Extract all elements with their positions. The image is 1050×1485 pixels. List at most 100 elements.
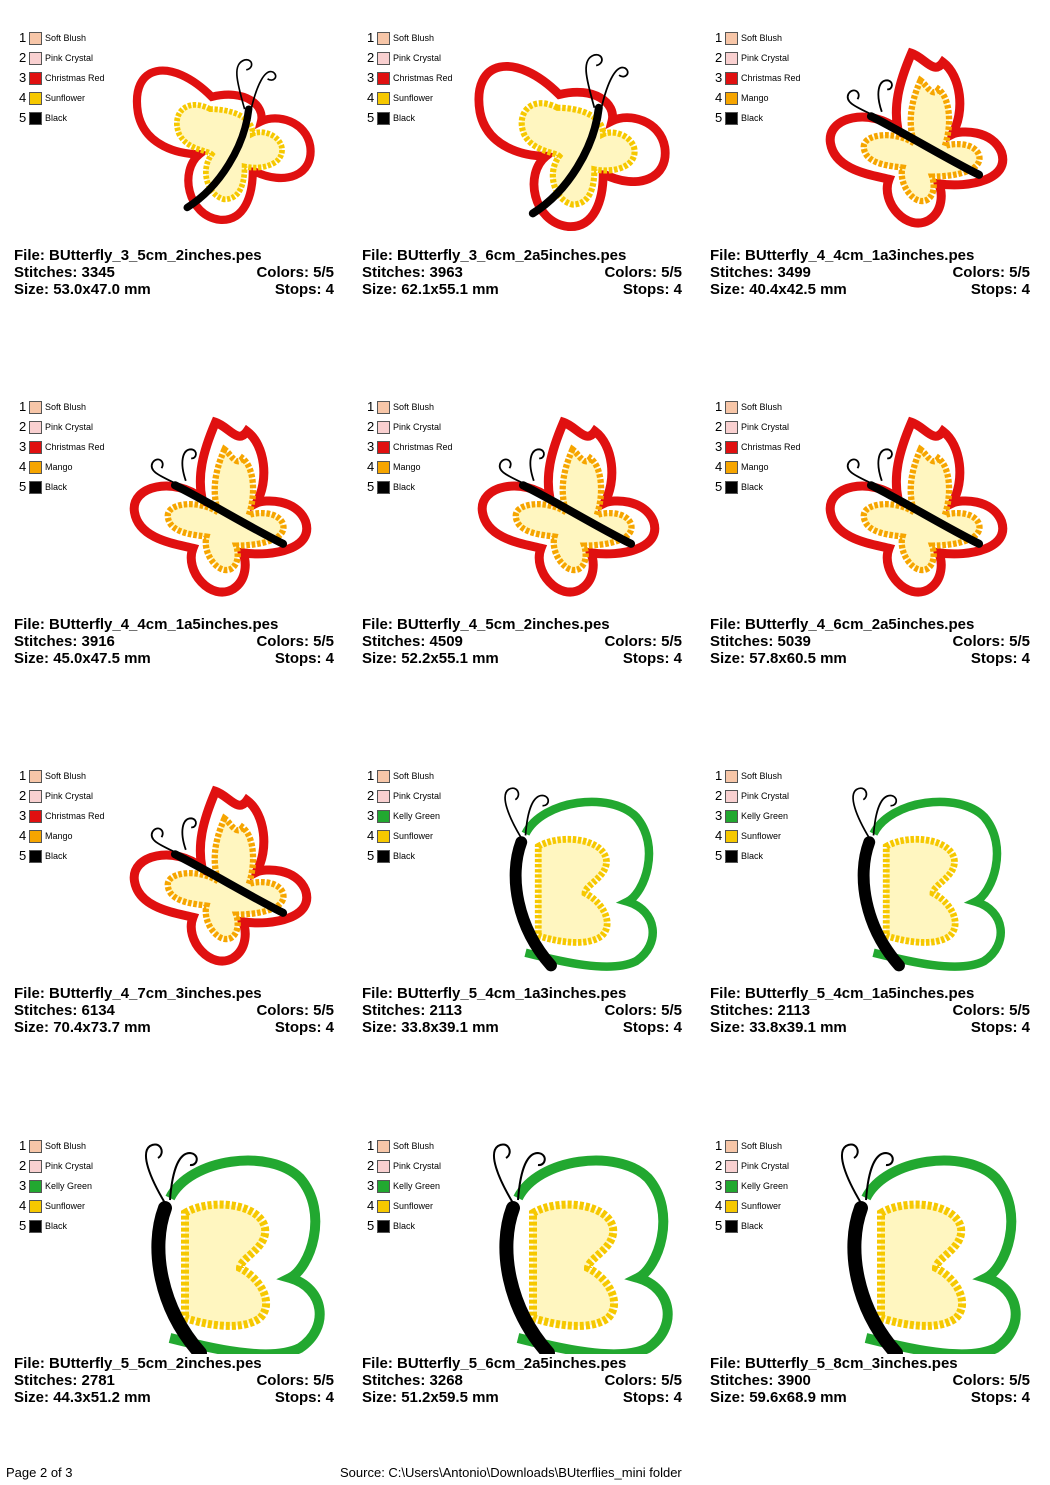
thread-color-row: 4 Sunflower [715, 826, 789, 846]
design-cell: 1 Soft Blush 2 Pink Crystal 3 Kelly Green 4 Sun… [348, 1108, 696, 1477]
thread-color-row: 3 Christmas Red [715, 68, 801, 88]
thread-name: Christmas Red [741, 442, 801, 452]
color-swatch [377, 111, 390, 125]
file-row: File: BUtterfly_4_4cm_1a5inches.pes [14, 616, 334, 633]
stitches-label: Stitches: [362, 264, 430, 281]
thread-palette: 1 Soft Blush 2 Pink Crystal 3 Kelly Green 4 Sun… [367, 1136, 441, 1236]
design-size: 45.0x47.5 mm [53, 650, 151, 667]
colors-label: Colors: [952, 1372, 1010, 1389]
color-swatch [29, 769, 42, 783]
color-swatch [29, 480, 42, 494]
thread-number: 3 [367, 70, 375, 85]
thread-name: Black [45, 482, 68, 492]
thread-number: 2 [367, 788, 375, 803]
size-label: Size: [14, 650, 54, 667]
thread-color-row: 2 Pink Crystal [367, 1156, 441, 1176]
size-label: Size: [14, 1389, 54, 1406]
color-swatch [29, 31, 42, 45]
thread-color-row: 2 Pink Crystal [715, 1156, 789, 1176]
file-name: BUtterfly_4_7cm_3inches.pes [49, 985, 262, 1002]
thread-number: 3 [715, 70, 723, 85]
file-label: File: [14, 985, 50, 1002]
color-swatch [377, 420, 390, 434]
file-row: File: BUtterfly_4_5cm_2inches.pes [362, 616, 682, 633]
thread-number: 1 [19, 30, 27, 45]
stitch-count: 2113 [429, 1002, 463, 1019]
thread-palette: 1 Soft Blush 2 Pink Crystal 3 Christmas Red 4 S… [367, 28, 453, 128]
color-swatch [725, 789, 738, 803]
thread-number: 1 [19, 1138, 27, 1153]
stitches-row: Stitches: 6134 Colors: 5/5 [14, 1002, 334, 1019]
stitches-label: Stitches: [710, 1372, 778, 1389]
thread-name: Pink Crystal [741, 791, 790, 801]
color-swatch [377, 809, 390, 823]
thread-name: Kelly Green [393, 1181, 441, 1191]
thread-name: Kelly Green [741, 1181, 789, 1191]
color-count: 5/5 [1009, 1372, 1030, 1389]
design-cell: 1 Soft Blush 2 Pink Crystal 3 Christmas Red 4 M… [0, 738, 348, 1107]
thread-number: 4 [19, 90, 27, 105]
color-swatch [29, 1199, 42, 1213]
color-count: 5/5 [661, 1002, 682, 1019]
file-name: BUtterfly_4_6cm_2a5inches.pes [745, 616, 975, 633]
thread-name: Pink Crystal [741, 53, 790, 63]
size-label: Size: [362, 1389, 402, 1406]
file-name: BUtterfly_5_5cm_2inches.pes [49, 1355, 262, 1372]
thread-name: Christmas Red [45, 811, 105, 821]
thread-name: Soft Blush [45, 33, 87, 43]
size-label: Size: [362, 650, 402, 667]
color-count: 5/5 [313, 264, 334, 281]
thread-number: 1 [367, 768, 375, 783]
color-swatch [377, 400, 390, 414]
thread-color-row: 5 Black [19, 108, 105, 128]
source-path: Source: C:\Users\Antonio\Downloads\BUter… [340, 1465, 682, 1480]
size-row: Size: 33.8x39.1 mm Stops: 4 [710, 1019, 1030, 1036]
color-swatch [377, 1159, 390, 1173]
color-swatch [377, 460, 390, 474]
thread-name: Pink Crystal [393, 1161, 442, 1171]
thread-color-row: 1 Soft Blush [19, 28, 105, 48]
file-row: File: BUtterfly_5_4cm_1a3inches.pes [362, 985, 682, 1002]
thread-name: Black [45, 1221, 68, 1231]
thread-palette: 1 Soft Blush 2 Pink Crystal 3 Christmas Red 4 M… [715, 28, 801, 128]
size-label: Size: [710, 1019, 750, 1036]
design-info: File: BUtterfly_3_5cm_2inches.pes Stitche… [14, 247, 334, 298]
thread-number: 4 [19, 828, 27, 843]
thread-number: 5 [715, 1218, 723, 1233]
stitches-label: Stitches: [14, 1002, 82, 1019]
thread-palette: 1 Soft Blush 2 Pink Crystal 3 Christmas Red 4 M… [19, 766, 105, 866]
thread-color-row: 4 Sunflower [367, 826, 441, 846]
thread-number: 3 [715, 1178, 723, 1193]
file-name: BUtterfly_3_6cm_2a5inches.pes [397, 247, 627, 264]
thread-name: Black [741, 113, 764, 123]
thread-color-row: 3 Kelly Green [367, 806, 441, 826]
color-swatch [725, 1139, 738, 1153]
thread-number: 3 [367, 1178, 375, 1193]
thread-name: Soft Blush [393, 402, 435, 412]
thread-color-row: 3 Christmas Red [715, 437, 801, 457]
stop-count: 4 [673, 1019, 682, 1036]
thread-number: 3 [715, 439, 723, 454]
thread-number: 5 [367, 479, 375, 494]
thread-number: 1 [715, 1138, 723, 1153]
size-row: Size: 62.1x55.1 mm Stops: 4 [362, 281, 682, 298]
thread-color-row: 1 Soft Blush [715, 766, 789, 786]
color-count: 5/5 [1009, 1002, 1030, 1019]
thread-number: 4 [367, 1198, 375, 1213]
thread-color-row: 1 Soft Blush [367, 1136, 441, 1156]
stops-label: Stops: [274, 281, 326, 298]
color-swatch [377, 480, 390, 494]
stitches-label: Stitches: [710, 1002, 778, 1019]
thread-color-row: 2 Pink Crystal [715, 786, 789, 806]
thread-name: Soft Blush [45, 402, 87, 412]
thread-number: 4 [715, 828, 723, 843]
thread-color-row: 3 Christmas Red [19, 437, 105, 457]
thread-number: 2 [715, 50, 723, 65]
thread-color-row: 4 Mango [19, 457, 105, 477]
color-swatch [377, 31, 390, 45]
stitch-count: 3916 [81, 633, 115, 650]
thread-number: 2 [715, 788, 723, 803]
stops-label: Stops: [970, 281, 1022, 298]
thread-color-row: 5 Black [715, 846, 789, 866]
stops-label: Stops: [970, 1019, 1022, 1036]
